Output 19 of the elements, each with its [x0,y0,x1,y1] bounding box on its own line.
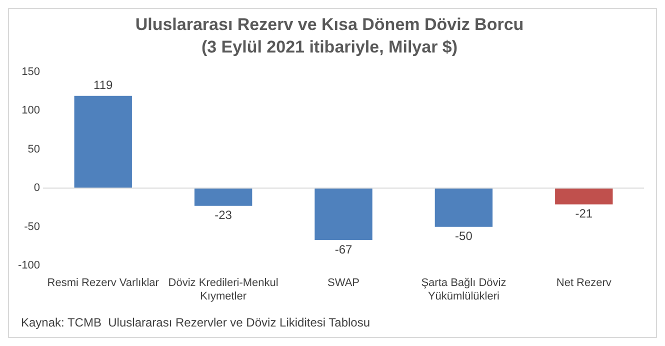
data-label: 119 [94,78,113,92]
chart-title: Uluslararası Rezerv ve Kısa Dönem Döviz Borcu [135,14,524,34]
y-tick-label: 100 [22,104,40,117]
data-label: -50 [455,229,473,244]
x-tick-label: Resmi Rezerv Varlıklar [47,277,160,290]
data-label: -67 [334,242,353,256]
x-tick-label: SWAP [328,277,360,290]
chart-subtitle: (3 Eylül 2021 itibariyle, Milyar $) [201,37,458,56]
text: Kaynak: TCMB Uluslararası Rezervler ve Döviz Likiditesi Tablosu [21,315,370,330]
y-tick-label: 150 [22,66,40,78]
y-tick-label: -100 [18,260,40,272]
data-label: -21 [575,206,593,221]
data-label: -23 [214,208,232,222]
x-tick-label: Net Rezerv [556,277,612,290]
x-tick-label: Döviz Kredileri-Menkul Kıymetler [168,277,278,302]
y-tick-label: 0 [34,182,40,194]
y-tick-label: 50 [28,143,40,156]
y-tick-label: -50 [24,220,40,233]
x-tick-label: Şarta Bağlı Döviz Yükümlülükleri [421,277,506,302]
